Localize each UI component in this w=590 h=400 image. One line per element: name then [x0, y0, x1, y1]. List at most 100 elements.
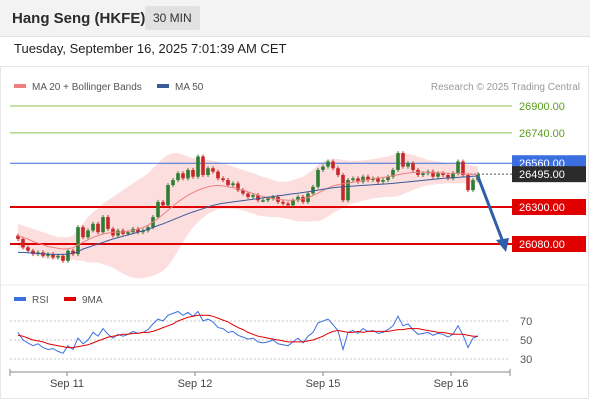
candle-body: [351, 178, 355, 181]
candle-body: [261, 200, 265, 202]
candle-body: [386, 176, 390, 181]
candle-body: [441, 173, 445, 175]
rsi-ma9-line: [17, 314, 478, 349]
level-label: 26900.00: [519, 101, 565, 113]
candle-body: [411, 163, 415, 170]
rsi-line: [17, 310, 479, 354]
candle-body: [181, 173, 185, 179]
candle-body: [201, 156, 205, 175]
candle-body: [241, 190, 245, 194]
level-label: 26080.00: [519, 239, 565, 251]
candle-body: [161, 201, 165, 206]
candle-body: [431, 171, 435, 177]
candle-body: [106, 217, 110, 229]
candle-body: [326, 161, 330, 167]
candle-body: [26, 247, 30, 251]
candle-body: [231, 183, 235, 186]
candle-body: [46, 254, 50, 256]
candle-body: [471, 180, 475, 191]
candle-body: [61, 255, 65, 261]
candle-body: [316, 169, 320, 187]
candle-body: [436, 173, 440, 177]
level-label: 26740.00: [519, 128, 565, 140]
candle-body: [281, 201, 285, 204]
candle-body: [96, 223, 100, 233]
timeframe-button[interactable]: 30 MIN: [145, 6, 200, 30]
candle-body: [221, 178, 225, 181]
level-box-support: [512, 236, 586, 252]
candle-body: [171, 180, 175, 186]
x-tick-label: Sep 12: [178, 378, 213, 390]
candle-body: [246, 193, 250, 197]
forecast-arrowhead: [496, 238, 509, 252]
legend-swatch-ma20: [14, 84, 26, 88]
candle-body: [126, 232, 130, 234]
candle-body: [461, 161, 465, 175]
level-box-last: [512, 166, 586, 183]
candle-body: [366, 176, 370, 181]
rsi-legend-swatch: [64, 297, 76, 301]
candle-body: [296, 196, 300, 201]
candle-body: [291, 200, 295, 206]
candle-body: [191, 169, 195, 177]
candle-body: [101, 217, 105, 233]
candle-body: [166, 185, 170, 206]
candle-body: [356, 178, 360, 182]
candle-body: [256, 195, 260, 201]
candle-body: [271, 196, 275, 199]
candle-body: [116, 230, 120, 236]
candle-body: [266, 198, 270, 201]
x-tick-label: Sep 11: [50, 378, 84, 390]
candle-body: [236, 183, 240, 191]
rsi-legend-swatch: [14, 297, 26, 301]
rsi-legend-label: 9MA: [82, 295, 103, 306]
candle-body: [466, 175, 470, 191]
rsi-tick-label: 70: [520, 316, 532, 328]
chart-header: Hang Seng (HKFE) 30 MIN: [0, 0, 590, 37]
candle-body: [421, 173, 425, 175]
candle-body: [446, 175, 450, 179]
rsi-tick-label: 30: [520, 354, 532, 366]
ma20-line: [17, 171, 479, 250]
chart-datetime: Tuesday, September 16, 2025 7:01:39 AM C…: [14, 41, 287, 56]
candle-body: [286, 203, 290, 206]
bollinger-band: [18, 153, 478, 279]
rsi-tick-label: 50: [520, 335, 532, 347]
legend-label: MA 50: [175, 82, 204, 93]
candle-body: [381, 180, 385, 182]
candle-body: [376, 178, 380, 182]
candle-body: [456, 161, 460, 174]
candle-body: [51, 254, 55, 258]
candle-body: [196, 156, 200, 177]
candle-body: [186, 169, 190, 179]
candles: [16, 151, 480, 263]
level-label: 26495.00: [519, 169, 565, 181]
candle-body: [86, 230, 90, 238]
candle-body: [451, 173, 455, 179]
candle-body: [226, 180, 230, 186]
level-label: 26300.00: [519, 202, 565, 214]
candle-body: [71, 250, 75, 255]
candle-body: [211, 168, 215, 172]
candle-body: [336, 168, 340, 175]
candle-body: [346, 180, 350, 201]
chart-frame: [0, 66, 589, 399]
candle-body: [331, 161, 335, 169]
level-box-support: [512, 198, 586, 215]
candle-body: [81, 227, 85, 238]
candle-body: [206, 168, 210, 175]
candle-body: [341, 175, 345, 201]
candle-body: [76, 227, 80, 255]
candle-body: [311, 186, 315, 194]
candle-body: [391, 169, 395, 177]
candle-body: [91, 223, 95, 231]
candle-body: [321, 166, 325, 170]
candle-body: [136, 228, 140, 233]
legend-swatch-ma50: [157, 84, 169, 88]
candle-body: [406, 163, 410, 167]
candle-body: [176, 173, 180, 181]
candle-body: [16, 235, 20, 239]
forecast-arrow: [476, 176, 505, 243]
candle-body: [156, 201, 160, 218]
